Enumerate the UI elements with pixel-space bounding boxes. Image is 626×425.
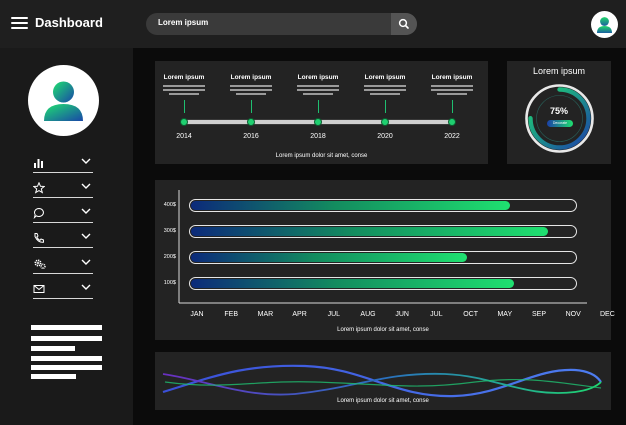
timeline-entry-title: Lorem ipsum [230,74,272,81]
user-avatar-button[interactable] [591,11,618,38]
bar-chart-icon [34,159,43,168]
bar [191,253,467,262]
search-button[interactable] [391,13,417,35]
x-axis-label: JUL [327,311,341,318]
x-axis-label: MAR [257,311,274,318]
search-input[interactable] [146,13,417,35]
timeline-panel [155,61,488,164]
gauge-value: 75% [549,106,568,116]
menu-icon[interactable] [11,17,28,30]
x-axis-label: DEC [600,311,615,318]
chat-icon [33,207,44,219]
bar-chart-axes [178,190,587,304]
timeline-entry-placeholder [431,85,473,97]
bar-track [189,199,577,212]
sidebar-item-mail[interactable] [33,282,93,299]
bar-track [189,251,577,264]
y-axis-label: 100$ [163,280,176,286]
search-text: Lorem ipsum [158,18,209,27]
sidebar-item-messages[interactable] [33,206,93,223]
bar [191,201,510,210]
timeline-node [247,118,255,126]
timeline-node [180,118,188,126]
mail-icon [33,285,45,293]
search-icon [398,18,409,29]
sidebar-item-settings[interactable] [33,257,93,274]
x-axis-label: NOV [565,311,581,318]
user-icon [597,17,612,33]
phone-icon [34,233,44,243]
chevron-down-icon [81,259,91,265]
timeline-node [448,118,456,126]
y-axis-label: 400$ [163,202,176,208]
wave-caption: Lorem ipsum dolor sit amet, conse [337,398,429,404]
sidebar-item-calls[interactable] [33,231,93,248]
chevron-down-icon [81,284,91,290]
chevron-down-icon [81,158,91,164]
timeline-stem [384,100,386,113]
timeline-year: 2016 [243,133,259,140]
timeline-stem [317,100,319,113]
sidebar-item-favorites[interactable] [33,181,93,198]
timeline-entry-title: Lorem ipsum [431,74,473,81]
timeline-entry-placeholder [364,85,406,97]
timeline-year: 2014 [176,133,192,140]
timeline-year: 2018 [310,133,326,140]
profile-avatar [28,65,99,136]
bar [191,227,548,236]
x-axis-label: FEB [224,311,238,318]
timeline-entry-title: Lorem ipsum [297,74,339,81]
x-axis-label: OCT [463,311,478,318]
timeline-node [314,118,322,126]
wave-graphic [162,364,602,398]
x-axis-label: APR [292,311,307,318]
star-icon [33,182,45,194]
timeline-entry-placeholder [230,85,272,97]
bar-track [189,225,577,238]
chevron-down-icon [81,183,91,189]
x-axis-label: JUN [395,311,409,318]
y-axis-label: 300$ [163,228,176,234]
timeline-entry-placeholder [297,85,339,97]
x-axis-label: AUG [360,311,376,318]
gauge-title: Lorem ipsum [532,66,586,76]
bar [191,279,514,288]
bar-track [189,277,577,290]
timeline-node [381,118,389,126]
x-axis-label: JUL [430,311,443,318]
gauge-ring [525,84,594,153]
x-axis-label: JAN [190,311,204,318]
x-axis-label: MAY [497,311,513,318]
timeline-stem [183,100,185,113]
timeline-stem [250,100,252,113]
y-axis-label: 200$ [163,254,176,260]
timeline-stem [451,100,453,113]
sidebar-item-stats[interactable] [33,156,93,173]
bar-chart-caption: Lorem ipsum dolor sit amet, conse [337,327,429,333]
x-axis-label: SEP [531,311,546,318]
user-icon [44,81,83,121]
timeline-year: 2020 [377,133,393,140]
timeline-entry-placeholder [163,85,205,97]
timeline-caption: Lorem ipsum dolor sit amet, conse [275,153,368,159]
chevron-down-icon [81,233,91,239]
gears-icon [34,259,46,270]
timeline-entry-title: Lorem ipsum [364,74,406,81]
gauge-pill: Decorate [547,120,573,127]
app-title: Dashboard [35,15,103,30]
timeline-entry-title: Lorem ipsum [163,74,205,81]
timeline-year: 2022 [444,133,460,140]
wave-panel [155,352,611,410]
chevron-down-icon [81,208,91,214]
